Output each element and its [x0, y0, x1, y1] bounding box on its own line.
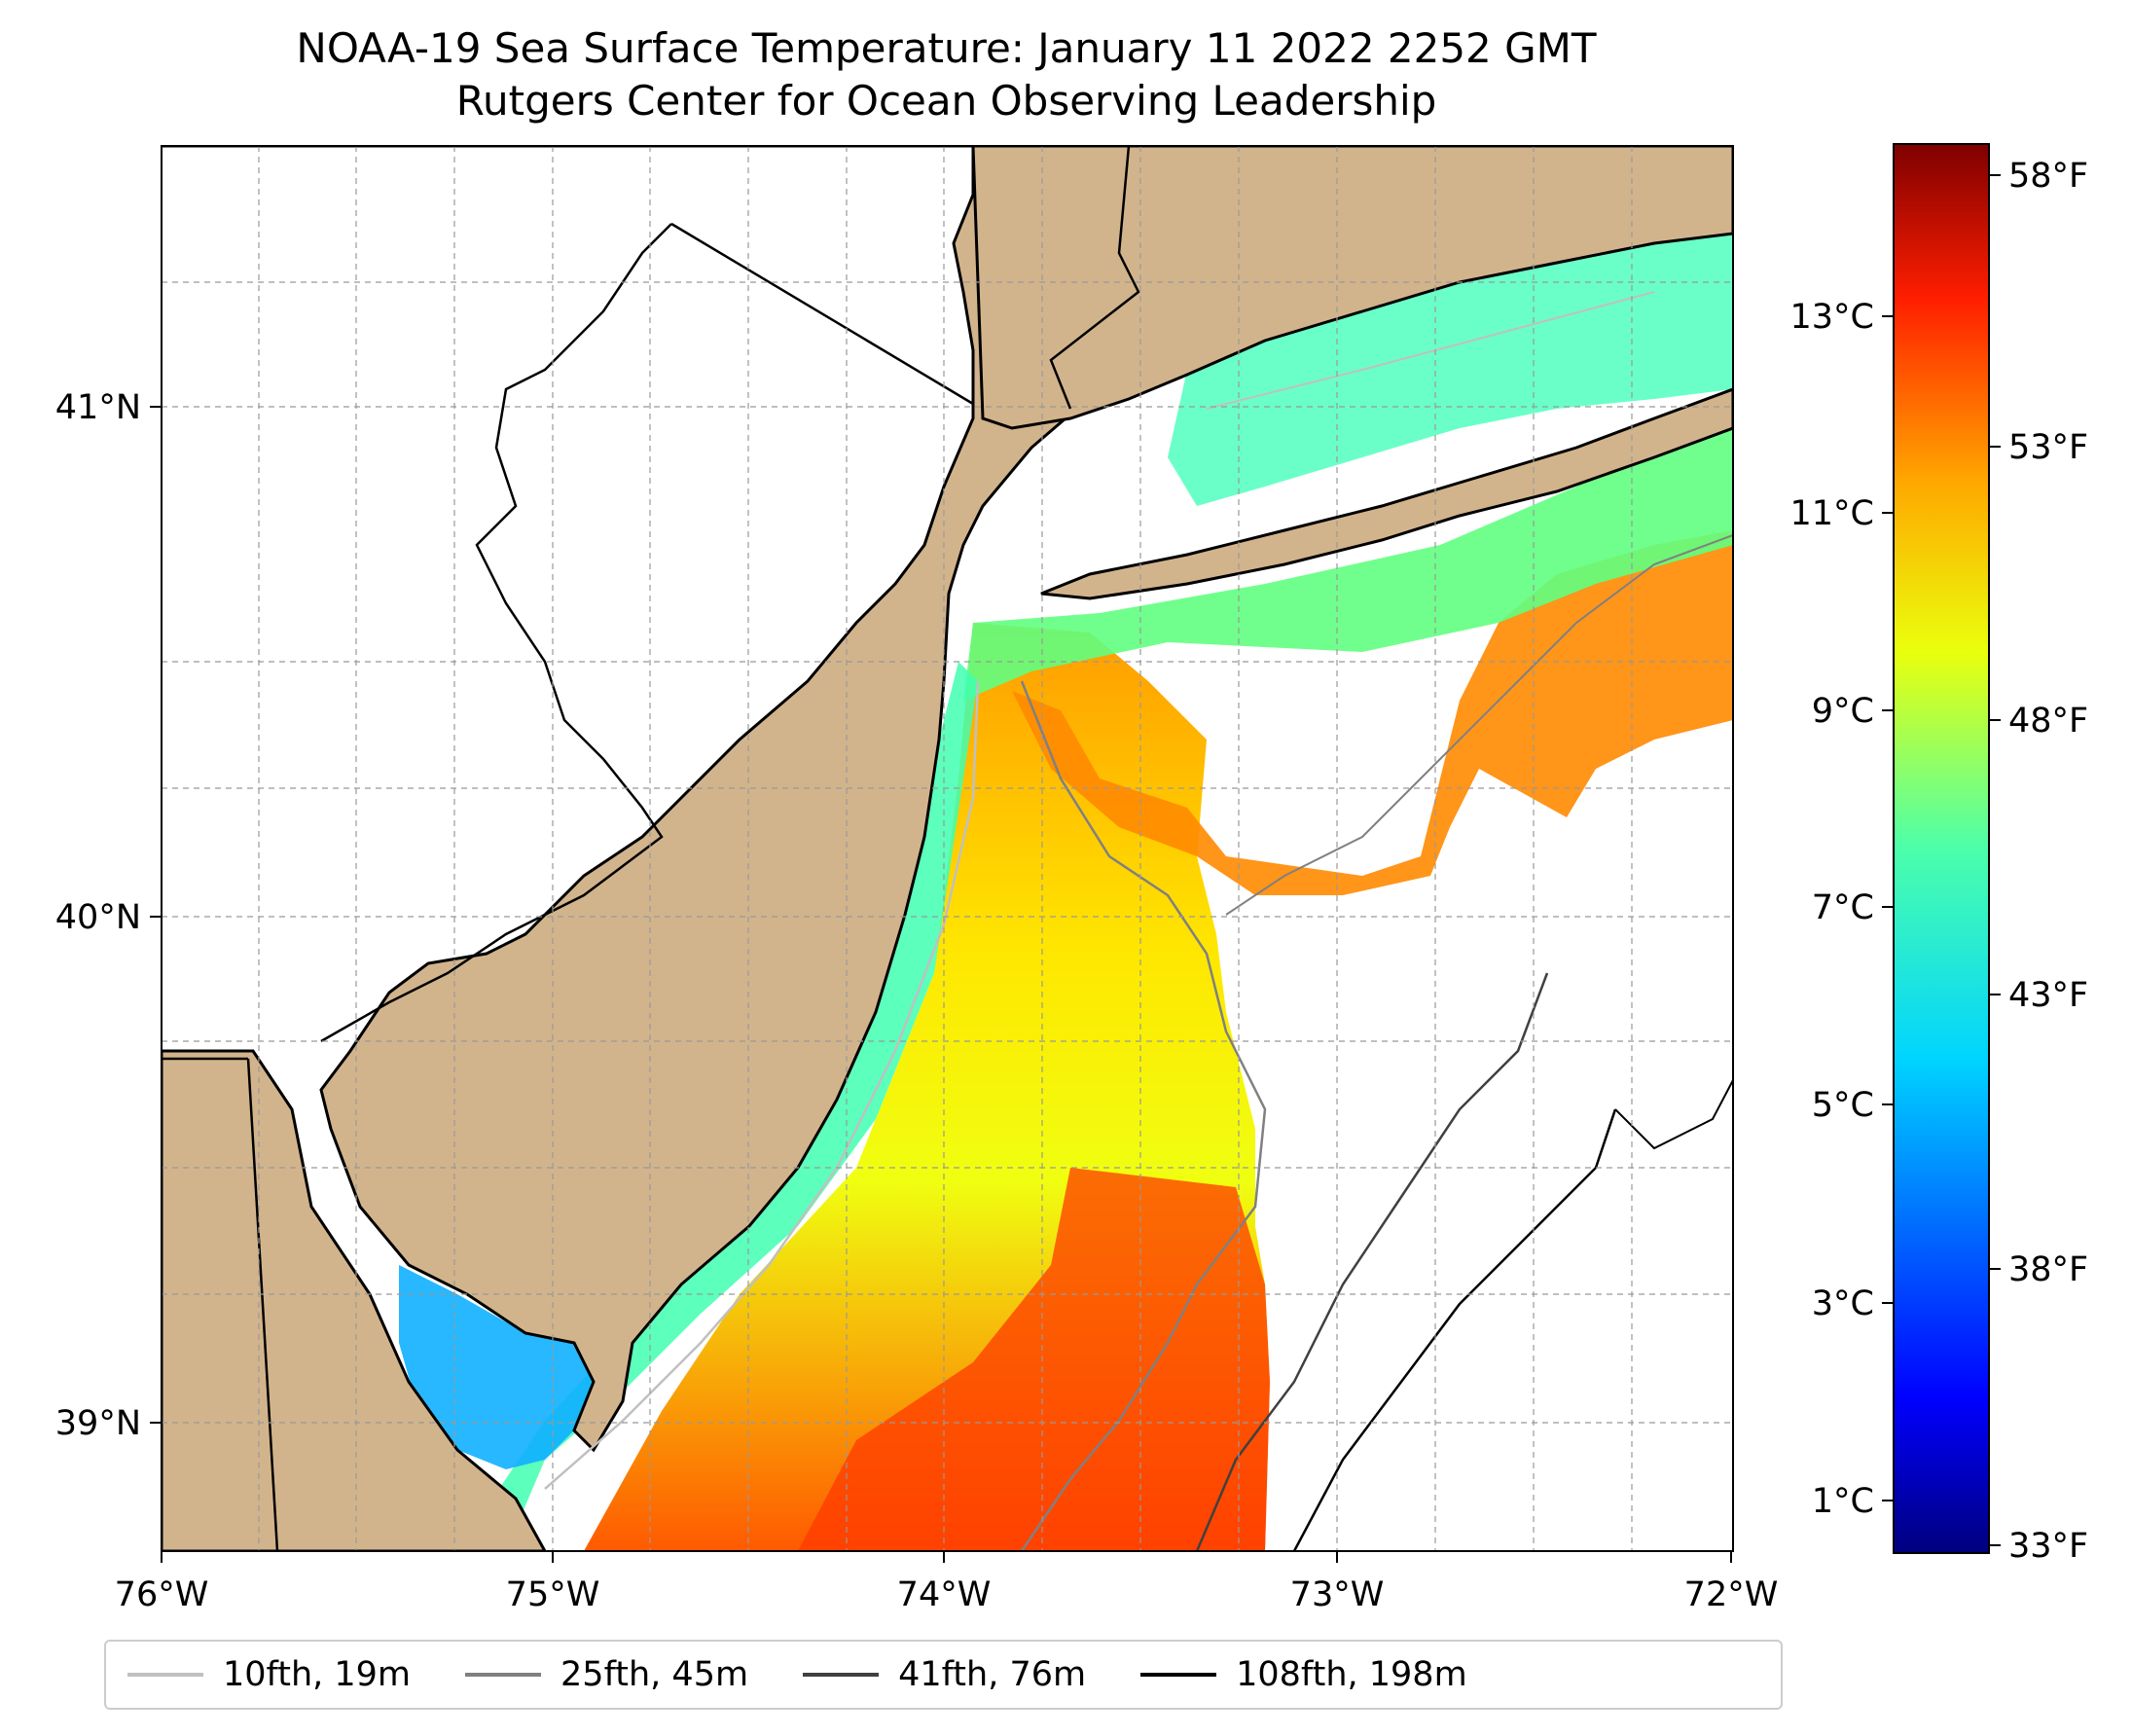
- contour-25fth-shelf: [1225, 534, 1733, 916]
- state-border-de-md: [246, 1058, 279, 1551]
- contour-108fth-east: [1614, 1079, 1733, 1150]
- state-border-nj-pa: [320, 223, 672, 1043]
- gridlines: [162, 146, 1733, 1551]
- legend-item-108fth: 108fth, 198m: [1119, 1655, 1467, 1694]
- map-subtitle: Rutgers Center for Ocean Observing Leade…: [455, 77, 1437, 125]
- contour-legend: 10fth, 19m 25fth, 45m 41fth, 76m 108fth,…: [104, 1640, 1783, 1710]
- sst-orange-plume: [1012, 530, 1733, 895]
- legend-label: 108fth, 198m: [1236, 1655, 1467, 1694]
- lat-tick-label: 41°N: [55, 388, 141, 427]
- contour-25fth: [1020, 680, 1267, 1551]
- plot-frame: [161, 145, 1734, 1552]
- lon-tick-label: 75°W: [506, 1575, 600, 1614]
- lat-tick-label: 40°N: [55, 898, 141, 937]
- land-connecticut: [971, 146, 1733, 430]
- legend-item-41fth: 41fth, 76m: [781, 1655, 1086, 1694]
- legend-label: 10fth, 19m: [223, 1655, 412, 1694]
- state-border-ny-nj: [670, 222, 974, 406]
- land-long-island: [1040, 387, 1733, 600]
- lon-tick-label: 73°W: [1290, 1575, 1385, 1614]
- sst-long-island-sound: [1168, 234, 1733, 506]
- sst-coastal-strip: [457, 662, 978, 1551]
- sst-delaware-bay: [399, 1265, 603, 1469]
- legend-label: 25fth, 45m: [560, 1655, 749, 1694]
- sst-nearshore-band: [963, 409, 1733, 701]
- legend-line-icon: [465, 1673, 542, 1677]
- legend-line-icon: [127, 1673, 203, 1677]
- lon-tick-label: 76°W: [115, 1575, 209, 1614]
- legend-item-25fth: 25fth, 45m: [444, 1655, 748, 1694]
- lon-tick-label: 74°W: [897, 1575, 992, 1614]
- state-border-ny-ct: [1049, 146, 1140, 410]
- contour-41fth: [1195, 972, 1549, 1551]
- legend-line-icon: [1140, 1673, 1217, 1677]
- lat-tick-label: 39°N: [55, 1404, 141, 1443]
- sst-hot-core: [798, 1168, 1270, 1551]
- legend-label: 41fth, 76m: [898, 1655, 1087, 1694]
- legend-line-icon: [803, 1673, 880, 1677]
- lon-tick-label: 72°W: [1684, 1575, 1779, 1614]
- legend-item-10fth: 10fth, 19m: [106, 1655, 411, 1694]
- map-title: NOAA-19 Sea Surface Temperature: January…: [296, 24, 1597, 72]
